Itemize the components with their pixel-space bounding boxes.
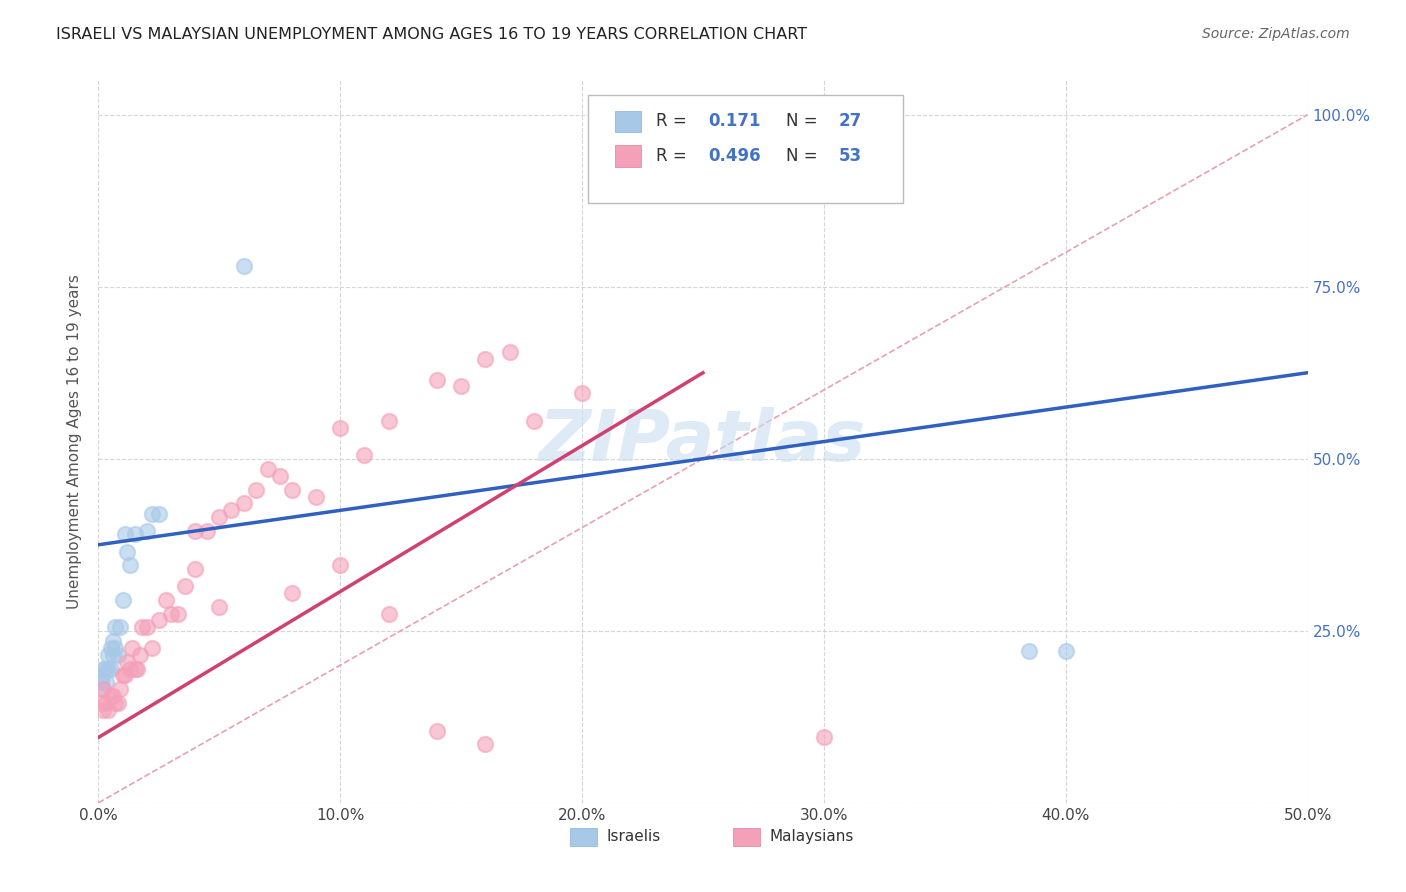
- Point: [426, 723, 449, 738]
- Point: [91, 703, 114, 717]
- Point: [117, 655, 139, 669]
- Point: [100, 662, 122, 676]
- Point: [195, 524, 218, 538]
- Point: [377, 607, 399, 621]
- Text: ISRAELI VS MALAYSIAN UNEMPLOYMENT AMONG AGES 16 TO 19 YEARS CORRELATION CHART: ISRAELI VS MALAYSIAN UNEMPLOYMENT AMONG …: [56, 27, 807, 42]
- Y-axis label: Unemployment Among Ages 16 to 19 years: Unemployment Among Ages 16 to 19 years: [67, 274, 83, 609]
- Point: [104, 640, 127, 655]
- FancyBboxPatch shape: [614, 145, 641, 167]
- Point: [1018, 644, 1040, 658]
- Point: [256, 462, 278, 476]
- Point: [114, 527, 136, 541]
- Text: Malaysians: Malaysians: [769, 830, 853, 844]
- Text: 27: 27: [838, 112, 862, 130]
- Point: [131, 620, 153, 634]
- Point: [245, 483, 267, 497]
- Point: [474, 351, 496, 366]
- Point: [90, 696, 112, 710]
- Point: [108, 682, 131, 697]
- Text: R =: R =: [655, 147, 692, 165]
- FancyBboxPatch shape: [588, 95, 903, 203]
- Point: [148, 614, 170, 628]
- Point: [450, 379, 472, 393]
- Point: [269, 469, 291, 483]
- Text: ZIPatlas: ZIPatlas: [540, 407, 866, 476]
- Point: [94, 675, 117, 690]
- Point: [91, 668, 114, 682]
- Point: [208, 510, 231, 524]
- Point: [148, 507, 170, 521]
- Point: [97, 648, 120, 662]
- Point: [1054, 644, 1077, 658]
- Point: [97, 662, 120, 676]
- Point: [100, 640, 122, 655]
- Point: [107, 696, 129, 710]
- Point: [101, 648, 124, 662]
- Point: [104, 620, 127, 634]
- FancyBboxPatch shape: [614, 111, 641, 132]
- Point: [353, 448, 375, 462]
- Point: [184, 524, 207, 538]
- Point: [91, 662, 114, 676]
- Point: [135, 524, 157, 538]
- Point: [523, 414, 546, 428]
- Point: [426, 373, 449, 387]
- Text: N =: N =: [786, 147, 824, 165]
- Point: [232, 259, 254, 273]
- Point: [90, 675, 112, 690]
- Point: [281, 483, 304, 497]
- Point: [111, 668, 134, 682]
- Point: [121, 640, 143, 655]
- Point: [329, 421, 352, 435]
- Point: [100, 689, 122, 703]
- Text: 0.496: 0.496: [707, 147, 761, 165]
- Point: [101, 634, 124, 648]
- Point: [281, 586, 304, 600]
- Point: [97, 703, 120, 717]
- Point: [94, 696, 117, 710]
- Point: [184, 562, 207, 576]
- Point: [118, 662, 141, 676]
- Point: [232, 496, 254, 510]
- Point: [571, 386, 593, 401]
- FancyBboxPatch shape: [569, 828, 596, 847]
- Point: [377, 414, 399, 428]
- Text: 53: 53: [838, 147, 862, 165]
- Point: [124, 662, 146, 676]
- Point: [474, 737, 496, 751]
- Point: [498, 345, 520, 359]
- Text: N =: N =: [786, 112, 824, 130]
- Point: [813, 731, 835, 745]
- Point: [101, 689, 124, 703]
- Point: [208, 599, 231, 614]
- Point: [174, 579, 197, 593]
- Text: 0.171: 0.171: [707, 112, 761, 130]
- Point: [160, 607, 183, 621]
- FancyBboxPatch shape: [734, 828, 759, 847]
- Point: [167, 607, 190, 621]
- Point: [94, 662, 117, 676]
- Point: [117, 544, 139, 558]
- Point: [114, 668, 136, 682]
- Point: [155, 592, 177, 607]
- Point: [91, 682, 114, 697]
- Point: [141, 507, 163, 521]
- Text: Source: ZipAtlas.com: Source: ZipAtlas.com: [1202, 27, 1350, 41]
- Point: [305, 490, 328, 504]
- Point: [104, 696, 127, 710]
- Point: [135, 620, 157, 634]
- Point: [107, 648, 129, 662]
- Point: [124, 527, 146, 541]
- Text: Israelis: Israelis: [606, 830, 661, 844]
- Point: [108, 620, 131, 634]
- Point: [128, 648, 150, 662]
- Point: [111, 592, 134, 607]
- Point: [221, 503, 243, 517]
- Point: [91, 682, 114, 697]
- Point: [141, 640, 163, 655]
- Point: [127, 662, 149, 676]
- Text: R =: R =: [655, 112, 692, 130]
- Point: [329, 558, 352, 573]
- Point: [118, 558, 141, 573]
